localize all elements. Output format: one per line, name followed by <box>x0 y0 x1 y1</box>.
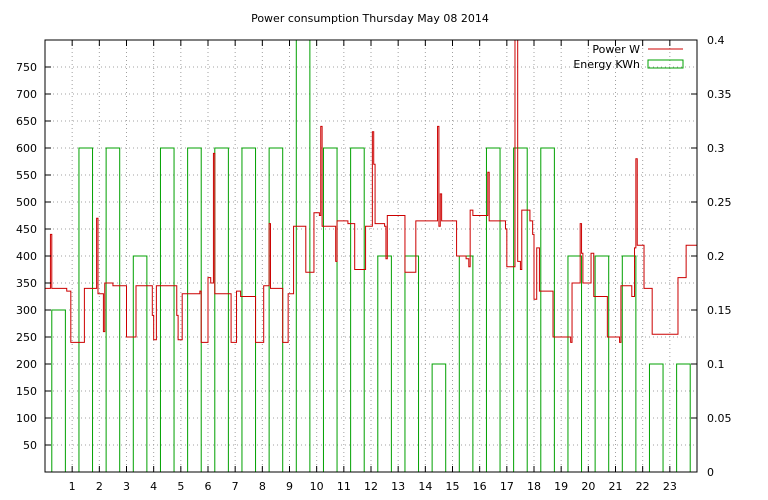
legend-label-power: Power W <box>592 43 640 56</box>
x-tick-label: 10 <box>310 480 324 493</box>
x-tick-label: 21 <box>609 480 623 493</box>
y2-tick-label: 0.3 <box>707 142 725 155</box>
y-tick-label: 450 <box>16 223 37 236</box>
x-tick-label: 6 <box>205 480 212 493</box>
x-tick-label: 5 <box>177 480 184 493</box>
energy-bar <box>404 255 420 473</box>
x-tick-label: 14 <box>418 480 432 493</box>
y-tick-label: 500 <box>16 196 37 209</box>
x-tick-label: 18 <box>527 480 541 493</box>
y-tick-label: 200 <box>16 358 37 371</box>
energy-bar <box>159 147 175 473</box>
y2-tick-label: 0.25 <box>707 196 732 209</box>
y-tick-label: 300 <box>16 304 37 317</box>
power-line <box>45 39 697 343</box>
y-tick-label: 700 <box>16 88 37 101</box>
x-tick-label: 1 <box>69 480 76 493</box>
y2-tick-label: 0.15 <box>707 304 732 317</box>
legend: Power W Energy KWh <box>573 43 684 71</box>
energy-bar <box>540 147 555 473</box>
y-tick-label: 250 <box>16 331 37 344</box>
plot-frame <box>44 39 698 473</box>
y2-tick-label: 0.35 <box>707 88 732 101</box>
energy-bar <box>295 39 311 473</box>
x-tick-label: 20 <box>581 480 595 493</box>
x-tick-label: 7 <box>232 480 239 493</box>
x-tick-label: 13 <box>391 480 405 493</box>
y-tick-label: 650 <box>16 115 37 128</box>
energy-bar <box>676 363 691 473</box>
x-tick-label: 3 <box>123 480 130 493</box>
x-tick-label: 22 <box>636 480 650 493</box>
x-tick-label: 2 <box>96 480 103 493</box>
y-tick-label: 50 <box>23 439 37 452</box>
y2-tick-label: 0.05 <box>707 412 732 425</box>
x-tick-label: 8 <box>259 480 266 493</box>
y2-tick-label: 0.1 <box>707 358 725 371</box>
y-tick-label: 100 <box>16 412 37 425</box>
y-tick-label: 600 <box>16 142 37 155</box>
x-tick-label: 11 <box>337 480 351 493</box>
x-tick-label: 12 <box>364 480 378 493</box>
energy-bar <box>132 255 148 473</box>
x-tick-label: 17 <box>500 480 514 493</box>
energy-bar <box>431 363 447 473</box>
y-tick-label: 350 <box>16 277 37 290</box>
y2-tick-label: 0.2 <box>707 250 725 263</box>
x-tick-label: 23 <box>663 480 677 493</box>
x-tick-label: 19 <box>554 480 568 493</box>
y2-tick-label: 0.4 <box>707 34 725 47</box>
x-tick-label: 9 <box>286 480 293 493</box>
y-tick-label: 400 <box>16 250 37 263</box>
y-tick-label: 750 <box>16 61 37 74</box>
y2-tick-label: 0 <box>707 466 714 479</box>
x-tick-label: 16 <box>473 480 487 493</box>
legend-swatch-energy <box>647 59 684 69</box>
energy-bar <box>268 147 284 473</box>
chart-title: Power consumption Thursday May 08 2014 <box>251 12 489 25</box>
legend-label-energy: Energy KWh <box>573 58 640 71</box>
x-tick-label: 15 <box>446 480 460 493</box>
y-tick-label: 150 <box>16 385 37 398</box>
x-tick-label: 4 <box>150 480 157 493</box>
y-tick-label: 550 <box>16 169 37 182</box>
